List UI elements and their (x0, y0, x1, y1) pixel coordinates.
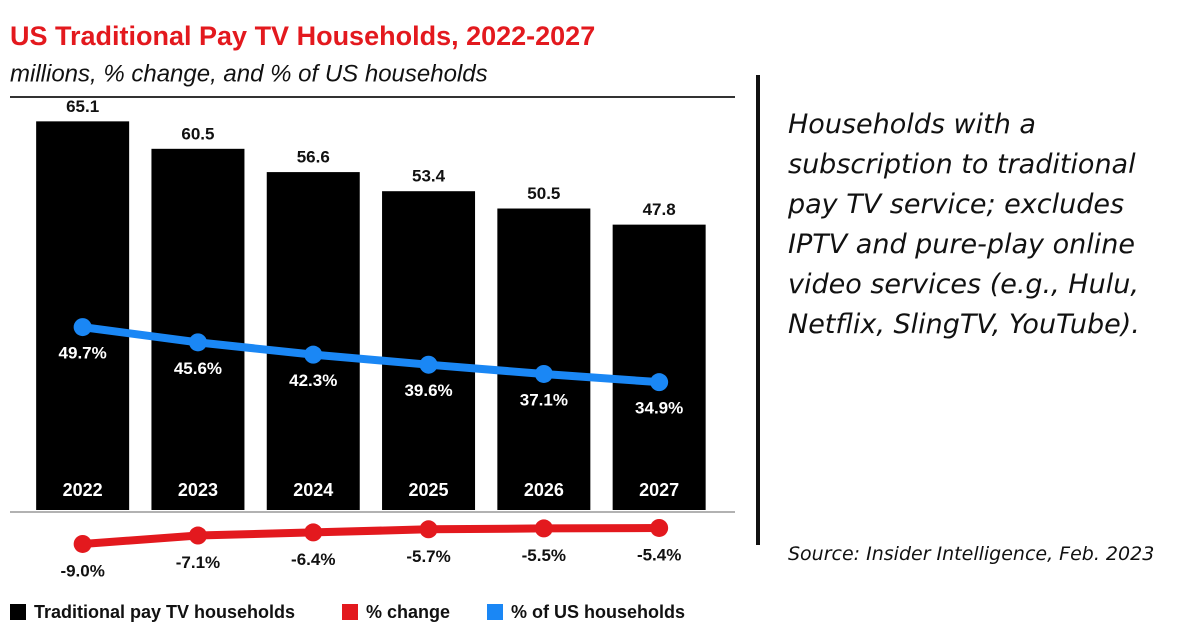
x-tick-label: 2025 (409, 480, 449, 500)
source: Source: Insider Intelligence, Feb. 2023 (788, 543, 1155, 565)
line-value-label: 45.6% (174, 359, 222, 378)
line-value-label: -6.4% (291, 550, 335, 569)
line (82, 523, 660, 548)
bar-value-label: 47.8 (643, 200, 676, 219)
line-point (304, 345, 323, 364)
bar-value-label: 56.6 (297, 148, 330, 167)
line-value-label: 42.3% (289, 371, 337, 390)
bar (36, 121, 130, 510)
line-value-label: 37.1% (520, 390, 568, 409)
line-point (188, 526, 207, 545)
bar-value-label: 53.4 (412, 167, 446, 186)
bar (151, 148, 245, 510)
line-point (188, 333, 207, 352)
legend-label: % of US households (511, 602, 685, 622)
line-point (650, 373, 669, 392)
line-value-label: 39.6% (404, 381, 452, 400)
bar-value-label: 65.1 (66, 97, 99, 116)
x-tick-label: 2022 (63, 480, 103, 500)
legend-label: % change (366, 602, 450, 622)
line-value-label: -5.7% (406, 547, 450, 566)
chart-title: US Traditional Pay TV Households, 2022-2… (10, 21, 595, 51)
x-tick-label: 2026 (524, 480, 564, 500)
legend-swatch (10, 604, 26, 620)
line-point (419, 520, 438, 539)
legend-label: Traditional pay TV households (34, 602, 295, 622)
note: Households with a subscription to tradit… (788, 109, 1140, 340)
line (82, 323, 660, 387)
line-point (304, 523, 323, 542)
line-value-label: 49.7% (59, 344, 107, 363)
line-value-label: -5.5% (522, 546, 566, 565)
legend-swatch (487, 604, 503, 620)
chart-subtitle: millions, % change, and % of US househol… (10, 60, 488, 87)
line-value-label: -7.1% (176, 553, 220, 572)
line-point (419, 355, 438, 374)
bar (266, 172, 360, 510)
line-point (73, 318, 92, 337)
bar-value-label: 50.5 (527, 184, 560, 203)
line-point (534, 519, 553, 538)
legend-swatch (342, 604, 358, 620)
bar (382, 191, 476, 510)
line-value-label: -5.4% (637, 545, 681, 564)
line-point (73, 534, 92, 553)
line-value-label: 34.9% (635, 399, 683, 418)
line-point (650, 518, 669, 537)
bar-value-label: 60.5 (181, 124, 214, 143)
x-tick-label: 2027 (639, 480, 679, 500)
x-tick-label: 2023 (178, 480, 218, 500)
x-tick-label: 2024 (293, 480, 333, 500)
line-point (534, 364, 553, 383)
line-value-label: -9.0% (60, 561, 104, 580)
bar (497, 208, 591, 510)
bar (612, 224, 706, 510)
